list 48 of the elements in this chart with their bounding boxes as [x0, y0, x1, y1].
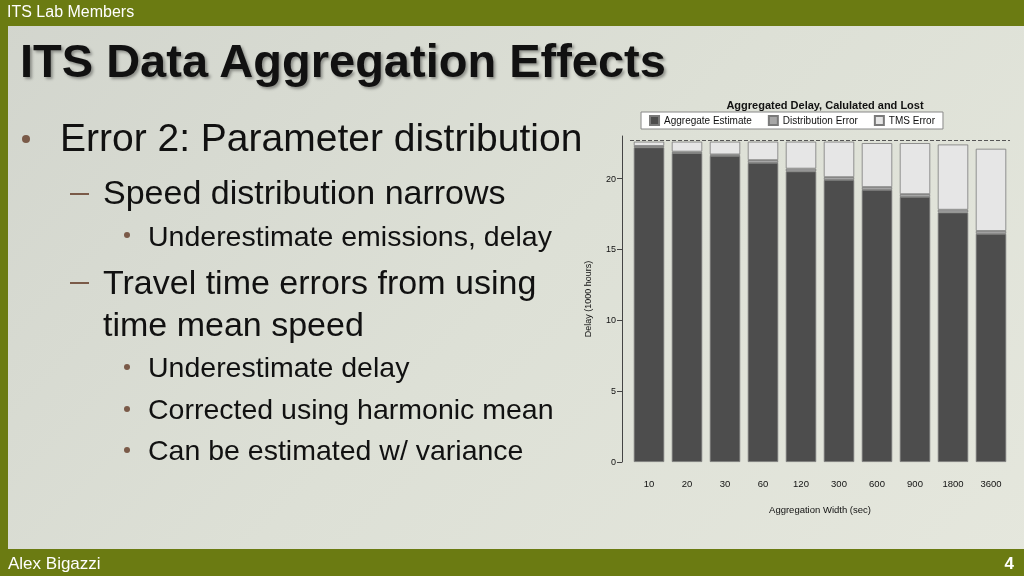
text: Can be estimated w/ variance — [148, 434, 524, 467]
text: ITS Data Aggregation Effects — [20, 33, 666, 88]
text: Speed distribution narrows — [103, 172, 506, 212]
text: Underestimate delay — [148, 351, 410, 385]
x-tick-label: 900 — [907, 477, 923, 489]
x-axis-title: Aggregation Width (sec) — [769, 503, 871, 515]
x-tick-label: 3600 — [980, 477, 1002, 489]
legend-label: TMS Error — [888, 115, 936, 126]
x-tick-label: 600 — [869, 477, 885, 489]
bar — [899, 196, 931, 462]
bar — [937, 212, 969, 462]
bar — [785, 141, 817, 169]
chart-title: Aggregated Delay, Calulated and Lost — [726, 98, 924, 111]
y-tick-label: 10 — [605, 315, 616, 326]
y-tick-label: 20 — [605, 173, 616, 184]
bar — [747, 141, 779, 161]
y-tick-label: 15 — [605, 244, 616, 255]
text: Alex Bigazzi — [8, 554, 101, 574]
text: Corrected using harmonic mean — [148, 392, 554, 426]
bar — [861, 189, 893, 462]
x-tick-label: 1800 — [942, 477, 964, 489]
y-tick-label: 0 — [610, 457, 616, 467]
bar — [937, 144, 969, 210]
legend-label: Aggregate Estimate — [664, 115, 753, 126]
x-tick-label: 120 — [793, 477, 809, 489]
bar — [899, 143, 931, 195]
bar — [975, 148, 1007, 231]
bar — [823, 141, 855, 178]
bar — [823, 179, 855, 462]
text: 4 — [1004, 554, 1014, 574]
x-tick-label: 30 — [719, 477, 731, 489]
text: ITS Lab Members — [7, 3, 135, 22]
text: Underestimate emissions, delay — [148, 219, 552, 253]
x-tick-label: 10 — [643, 477, 655, 489]
legend-label: Distribution Error — [782, 115, 859, 126]
x-tick-label: 300 — [831, 477, 847, 489]
text: Error 2: Parameter distribution — [60, 116, 583, 161]
x-tick-label: 20 — [681, 477, 693, 489]
text: Travel time errors from using time mean speed — [103, 261, 538, 345]
bar — [975, 233, 1007, 462]
bar — [861, 143, 893, 188]
bar — [633, 147, 665, 462]
y-tick-label: 5 — [610, 386, 616, 397]
y-axis-title: Delay (1000 hours) — [582, 260, 593, 338]
bar — [785, 171, 817, 462]
bar — [747, 162, 779, 462]
bar — [633, 141, 665, 146]
x-tick-label: 60 — [757, 477, 769, 489]
